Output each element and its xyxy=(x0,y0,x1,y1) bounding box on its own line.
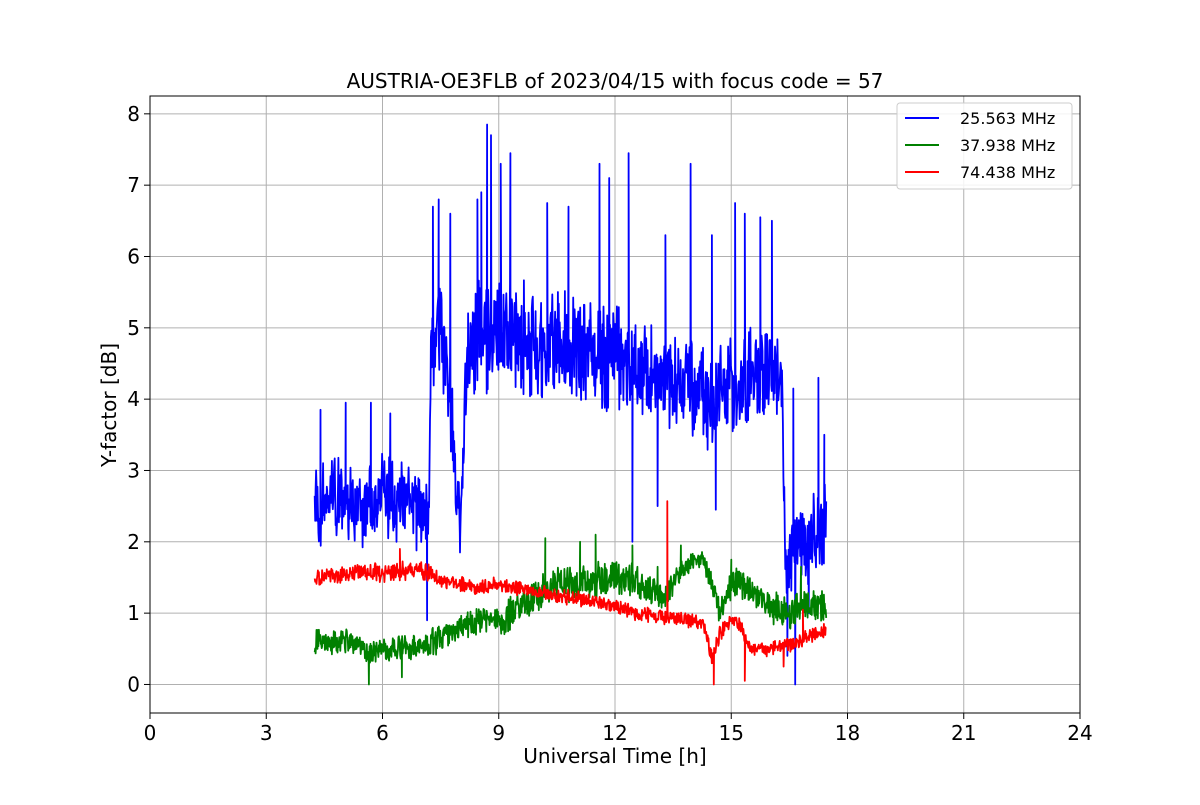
x-tick-label: 21 xyxy=(951,721,976,745)
legend-box xyxy=(896,102,1073,190)
x-tick-label: 6 xyxy=(376,721,389,745)
x-tick-label: 18 xyxy=(835,721,860,745)
y-tick-label: 7 xyxy=(127,173,140,197)
x-tick-label: 12 xyxy=(602,721,627,745)
legend-label-25-563: 25.563 MHz xyxy=(960,109,1055,128)
x-axis-label: Universal Time [h] xyxy=(523,744,706,768)
x-tick-label: 15 xyxy=(719,721,744,745)
x-tick-label: 0 xyxy=(144,721,157,745)
y-tick-label: 4 xyxy=(127,387,140,411)
y-tick-label: 2 xyxy=(127,530,140,554)
y-tick-label: 8 xyxy=(127,102,140,126)
series-lines xyxy=(313,123,828,686)
x-axis-ticks: 0 3 6 9 12 15 18 21 24 xyxy=(144,713,1093,745)
y-axis-ticks: 0 1 2 3 4 5 6 7 8 xyxy=(127,102,150,696)
y-tick-label: 3 xyxy=(127,458,140,482)
chart-title: AUSTRIA-OE3FLB of 2023/04/15 with focus … xyxy=(347,69,884,93)
x-tick-label: 9 xyxy=(492,721,505,745)
legend: 25.563 MHz 37.938 MHz 74.438 MHz xyxy=(896,102,1073,190)
series-line-74-438 xyxy=(313,500,827,686)
y-tick-label: 5 xyxy=(127,316,140,340)
y-tick-label: 1 xyxy=(127,601,140,625)
legend-label-74-438: 74.438 MHz xyxy=(960,163,1055,182)
y-tick-label: 6 xyxy=(127,244,140,268)
x-tick-label: 3 xyxy=(260,721,273,745)
y-tick-label: 0 xyxy=(127,672,140,696)
x-tick-label: 24 xyxy=(1067,721,1092,745)
series-line-25-563 xyxy=(313,123,828,686)
y-axis-label: Y-factor [dB] xyxy=(97,343,121,468)
legend-label-37-938: 37.938 MHz xyxy=(960,136,1055,155)
series-line-37-938 xyxy=(313,533,828,686)
